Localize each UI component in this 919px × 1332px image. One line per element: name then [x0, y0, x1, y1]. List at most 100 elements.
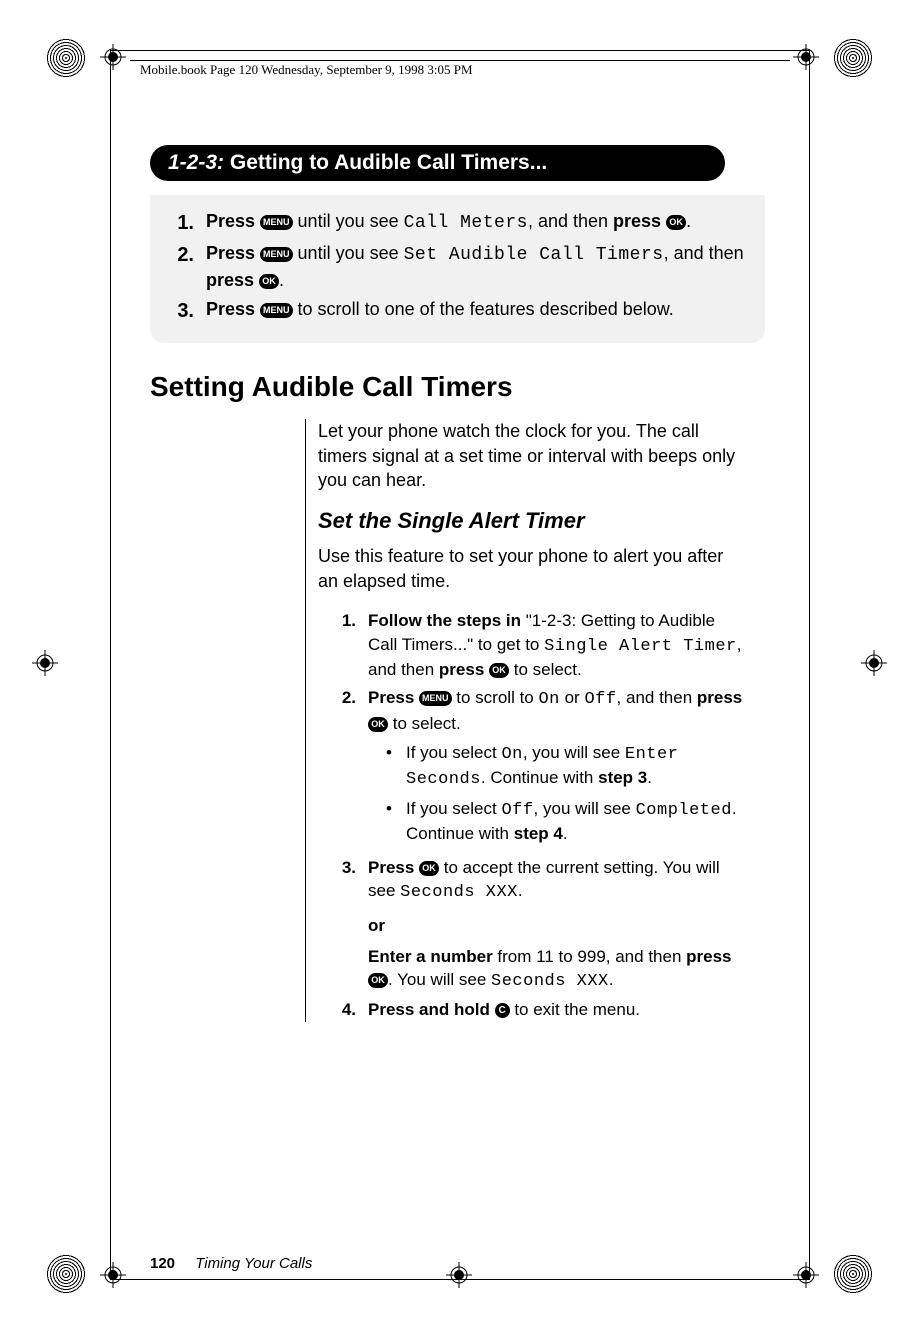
text: . Continue with	[481, 768, 598, 787]
text: Press	[206, 243, 260, 263]
crop-header-text: Mobile.book Page 120 Wednesday, Septembe…	[140, 62, 473, 78]
text: Press and hold	[368, 1000, 495, 1019]
banner-lead: 1-2-3:	[168, 151, 224, 174]
text: .	[518, 881, 523, 900]
indented-content: Let your phone watch the clock for you. …	[305, 419, 745, 1021]
lcd-text: On	[501, 745, 522, 764]
text: Press	[368, 858, 419, 877]
step-2: 2. Press MENU to scroll to On or Off, an…	[336, 686, 745, 851]
bullet-dot: •	[386, 798, 396, 846]
step-number: 4.	[336, 998, 356, 1022]
step-body: Follow the steps in "1-2-3: Getting to A…	[368, 609, 745, 682]
bullet-on: • If you select On, you will see Enter S…	[386, 742, 745, 792]
lcd-text: Completed	[636, 801, 732, 820]
lcd-text: Off	[501, 801, 533, 820]
page-number: 120	[150, 1255, 175, 1272]
ok-button-icon: OK	[489, 663, 509, 678]
text: . You will see	[388, 970, 491, 989]
ok-button-icon: OK	[259, 274, 279, 289]
text: , you will see	[534, 799, 636, 818]
intro2-paragraph: Use this feature to set your phone to al…	[318, 544, 745, 593]
ok-button-icon: OK	[368, 717, 388, 732]
text: to select.	[388, 714, 461, 733]
text: Follow the steps in	[368, 611, 526, 630]
step-body: Press OK to accept the current setting. …	[368, 856, 745, 994]
menu-button-icon: MENU	[419, 691, 452, 706]
text: press	[697, 688, 742, 707]
text: step 4	[514, 824, 563, 843]
c-button-icon: C	[495, 1003, 510, 1018]
detailed-steps: 1. Follow the steps in "1-2-3: Getting t…	[336, 609, 745, 1022]
lcd-text: Off	[584, 690, 616, 709]
text: until you see	[293, 243, 404, 263]
text: to exit the menu.	[510, 1000, 640, 1019]
section-heading: Setting Audible Call Timers	[150, 371, 770, 403]
text: , and then	[528, 211, 613, 231]
intro-paragraph: Let your phone watch the clock for you. …	[318, 419, 745, 492]
step-4: 4. Press and hold C to exit the menu.	[336, 998, 745, 1022]
ornament-br	[833, 1254, 873, 1294]
text: , and then	[617, 688, 697, 707]
text: .	[609, 970, 614, 989]
text: .	[563, 824, 568, 843]
step-body: Press MENU until you see Call Meters, an…	[206, 209, 747, 237]
text: press	[613, 211, 666, 231]
page-footer: 120 Timing Your Calls	[150, 1255, 312, 1272]
text: Press	[206, 299, 260, 319]
top-step-2: 2. Press MENU until you see Set Audible …	[168, 241, 747, 293]
bullet-body: If you select Off, you will see Complete…	[406, 798, 745, 846]
ornament-tr	[833, 38, 873, 78]
ok-button-icon: OK	[666, 215, 686, 230]
regmark	[861, 650, 887, 676]
text: until you see	[293, 211, 404, 231]
step-number: 3.	[336, 856, 356, 994]
text: .	[686, 211, 691, 231]
text: .	[647, 768, 652, 787]
text: press	[206, 270, 259, 290]
or-label: or	[368, 915, 745, 938]
top-step-3: 3. Press MENU to scroll to one of the fe…	[168, 297, 747, 325]
text: or	[560, 688, 585, 707]
step-3: 3. Press OK to accept the current settin…	[336, 856, 745, 994]
text: .	[279, 270, 284, 290]
text: press	[439, 660, 489, 679]
menu-button-icon: MENU	[260, 215, 293, 230]
text: , you will see	[523, 743, 625, 762]
lcd-text: Call Meters	[404, 213, 528, 233]
ok-button-icon: OK	[368, 973, 388, 988]
step-number: 1.	[168, 209, 194, 237]
step-number: 3.	[168, 297, 194, 325]
section-banner: 1-2-3: Getting to Audible Call Timers...	[150, 145, 725, 181]
ok-button-icon: OK	[419, 861, 439, 876]
lcd-text: On	[538, 690, 559, 709]
chapter-title: Timing Your Calls	[195, 1255, 312, 1272]
lcd-text: Seconds XXX	[400, 883, 518, 902]
text: Press	[368, 688, 419, 707]
text: If you select	[406, 799, 501, 818]
step-1: 1. Follow the steps in "1-2-3: Getting t…	[336, 609, 745, 682]
page-content: 1-2-3: Getting to Audible Call Timers...…	[150, 145, 770, 1026]
header-rule	[130, 60, 790, 61]
step-number: 2.	[168, 241, 194, 293]
text: Enter a number	[368, 947, 493, 966]
lcd-text: Set Audible Call Timers	[404, 245, 664, 265]
text: to scroll to one of the features describ…	[293, 299, 674, 319]
step-body: Press MENU to scroll to On or Off, and t…	[368, 686, 745, 851]
step-number: 1.	[336, 609, 356, 682]
lcd-text: Single Alert Timer	[544, 637, 737, 656]
ornament-tl	[46, 38, 86, 78]
top-steps-list: 1. Press MENU until you see Call Meters,…	[168, 209, 747, 325]
menu-button-icon: MENU	[260, 247, 293, 262]
step-body: Press and hold C to exit the menu.	[368, 998, 745, 1022]
text: to scroll to	[452, 688, 539, 707]
text: to select.	[509, 660, 582, 679]
sub-bullets: • If you select On, you will see Enter S…	[386, 742, 745, 846]
regmark	[32, 650, 58, 676]
text: , and then	[664, 243, 744, 263]
text: If you select	[406, 743, 501, 762]
top-step-1: 1. Press MENU until you see Call Meters,…	[168, 209, 747, 237]
text: from 11 to 999, and then	[493, 947, 686, 966]
ornament-bl	[46, 1254, 86, 1294]
banner-title: Getting to Audible Call Timers...	[224, 151, 547, 174]
text: press	[686, 947, 731, 966]
